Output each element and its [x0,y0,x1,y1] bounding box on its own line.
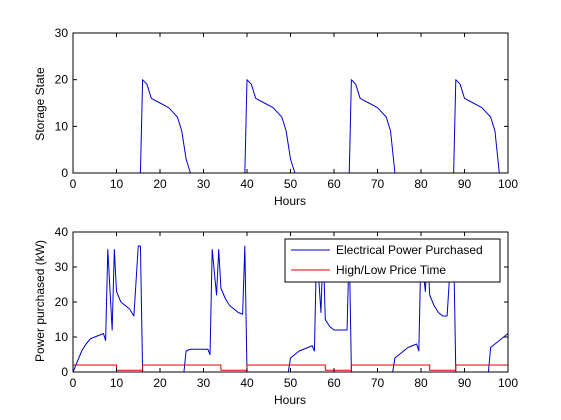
power-purchased-ytick-label: 40 [55,225,69,239]
power-purchased-ytick-label: 10 [55,330,69,344]
storage-state-xtick-label: 70 [371,177,385,191]
storage-state-ytick-label: 30 [55,26,69,40]
storage-state-ytick-label: 10 [55,119,69,133]
legend-box [284,238,501,283]
storage-state-xtick-label: 60 [327,177,341,191]
storage-state-xtick-label: 0 [70,177,77,191]
storage-state-xtick-label: 100 [498,177,518,191]
power-purchased-xtick-label: 70 [371,376,385,390]
power-purchased-xtick-label: 40 [240,376,254,390]
storage-state-xtick-label: 10 [110,177,124,191]
power-purchased-ytick-label: 20 [55,295,69,309]
storage-state-xtick-label: 30 [197,177,211,191]
power-purchased-chart: Power purchased (kW) Hours 0 10 20 30 40 50 60… [33,225,518,407]
power-purchased-xtick-label: 100 [498,376,518,390]
power-purchased-xtick-label: 60 [327,376,341,390]
power-purchased-xlabel: Hours [274,393,306,407]
power-purchased-ytick-label: 0 [61,365,68,379]
storage-state-chart: Storage State Hours 0 10 20 30 40 50 60 70 80 90 1… [33,26,518,208]
power-purchased-xtick-label: 90 [458,376,472,390]
storage-state-xlabel: Hours [274,194,306,208]
legend: Electrical Power Purchased High/Low Pric… [284,238,501,283]
power-purchased-xtick-label: 50 [284,376,298,390]
storage-state-ylabel: Storage State [33,67,47,141]
power-purchased-xtick-label: 30 [197,376,211,390]
legend-label-electrical-power: Electrical Power Purchased [336,243,483,257]
power-purchased-xtick-label: 80 [414,376,428,390]
storage-state-xtick-label: 40 [240,177,254,191]
storage-state-xtick-label: 90 [458,177,472,191]
power-purchased-xtick-label: 20 [153,376,167,390]
storage-state-xtick-label: 20 [153,177,167,191]
power-purchased-ylabel: Power purchased (kW) [33,240,47,362]
storage-state-xtick-label: 50 [284,177,298,191]
power-purchased-xtick-label: 0 [70,376,77,390]
storage-state-series-0-line [73,79,508,174]
storage-state-xtick-label: 80 [414,177,428,191]
power-purchased-xtick-label: 10 [110,376,124,390]
power-purchased-ytick-label: 30 [55,260,69,274]
legend-label-price-time: High/Low Price Time [336,263,446,277]
storage-state-ytick-label: 0 [61,166,68,180]
power-purchased-series-1-line [73,364,508,371]
storage-state-ytick-label: 20 [55,73,69,87]
storage-state-ylabel-holder: Storage State [33,67,47,141]
power-purchased-ylabel-holder: Power purchased (kW) [33,240,47,362]
